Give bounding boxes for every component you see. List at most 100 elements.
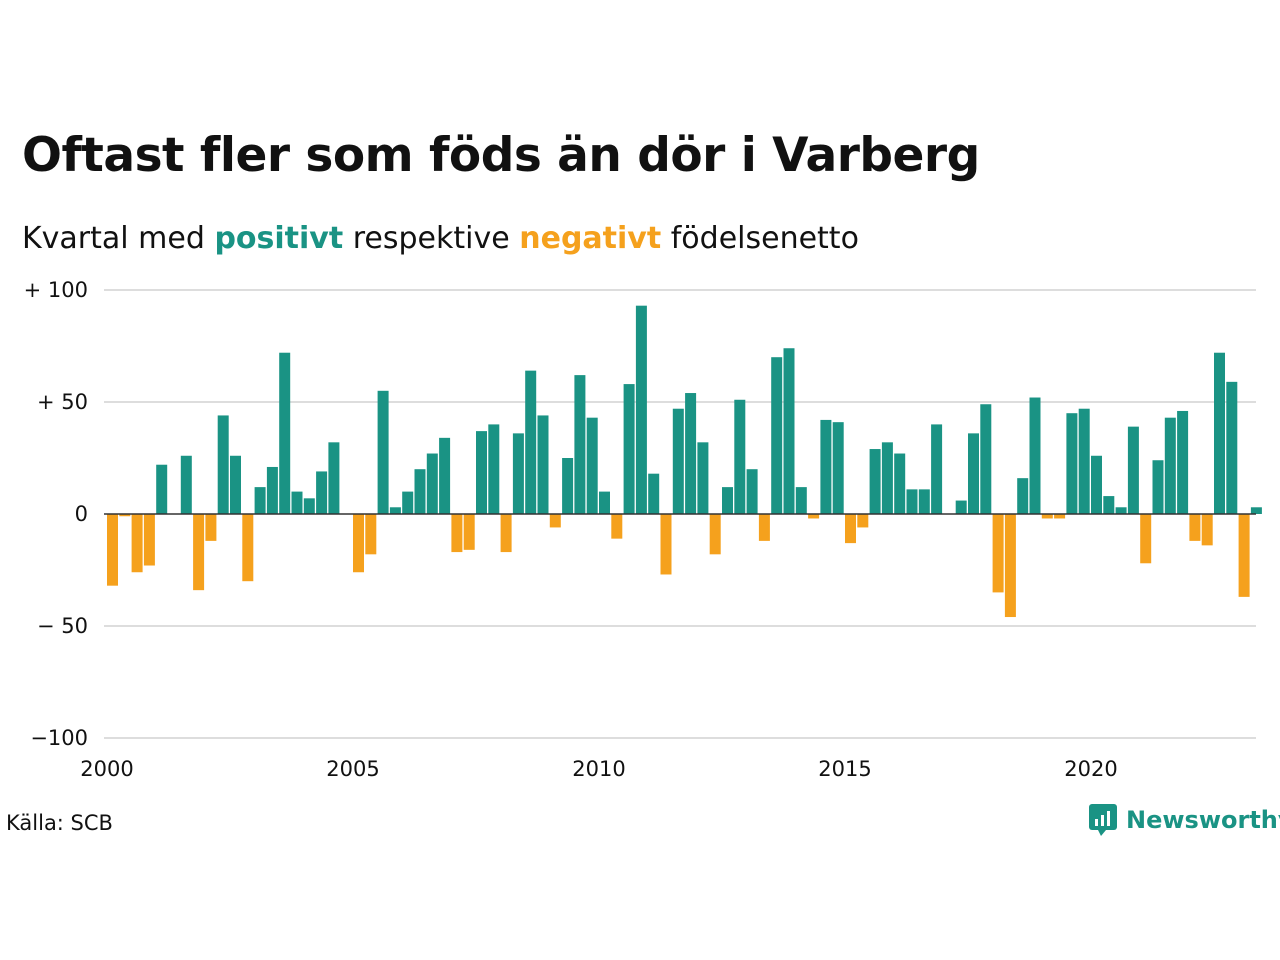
bar <box>377 390 389 514</box>
bar <box>1164 417 1176 514</box>
y-tick-label: − 50 <box>37 614 88 638</box>
bar <box>1189 514 1201 541</box>
bar <box>1066 413 1078 514</box>
bar <box>1078 408 1090 514</box>
bar <box>1017 478 1029 514</box>
bar <box>758 514 770 541</box>
bar <box>783 348 795 514</box>
x-tick-label: 2000 <box>80 757 133 781</box>
chart-title: Oftast fler som föds än dör i Varberg <box>22 128 980 183</box>
bar <box>574 375 586 514</box>
bar <box>1214 352 1225 514</box>
newsworthy-logo-icon <box>1089 804 1117 836</box>
subtitle-prefix: Kvartal med <box>22 221 205 256</box>
bar <box>808 514 820 519</box>
bar <box>316 471 328 514</box>
y-tick-label: + 100 <box>24 278 88 302</box>
x-tick-label: 2010 <box>572 757 625 781</box>
y-axis-tick-labels: + 100 + 50 0 − 50 −100 <box>24 278 88 750</box>
bar <box>156 464 168 514</box>
bar <box>1177 410 1189 514</box>
bar <box>365 514 377 555</box>
bar <box>193 514 205 591</box>
gridlines <box>104 289 1256 739</box>
bar <box>143 514 155 566</box>
bar <box>1238 514 1250 597</box>
x-tick-label: 2020 <box>1064 757 1117 781</box>
bar <box>107 514 118 586</box>
bar <box>1152 460 1164 514</box>
bar <box>476 431 487 514</box>
y-tick-label: −100 <box>30 726 88 750</box>
bar <box>549 514 561 528</box>
y-tick-label: + 50 <box>37 390 88 414</box>
bar <box>242 514 254 582</box>
bar <box>1103 496 1115 514</box>
bar <box>402 491 414 514</box>
bar <box>599 491 610 514</box>
bar <box>685 393 697 514</box>
bar <box>303 498 315 514</box>
bar <box>635 305 647 514</box>
bar <box>279 352 291 514</box>
bar <box>931 424 943 514</box>
bar <box>1041 514 1053 519</box>
bar <box>1091 455 1102 514</box>
bar <box>722 487 733 514</box>
bar <box>857 514 869 528</box>
bar <box>709 514 721 555</box>
bar <box>980 404 992 514</box>
bar <box>414 469 426 514</box>
bar <box>291 491 303 514</box>
bar <box>1115 507 1127 514</box>
bar <box>451 514 463 553</box>
bar <box>795 487 807 514</box>
bar <box>512 433 524 514</box>
bar <box>353 514 364 573</box>
bar <box>131 514 143 573</box>
bar <box>1140 514 1152 564</box>
bar <box>500 514 512 553</box>
bar <box>562 458 574 514</box>
bar <box>254 487 266 514</box>
bar <box>771 357 783 514</box>
bar <box>869 449 881 514</box>
subtitle-positive-word: positivt <box>214 221 344 256</box>
bar <box>1004 514 1016 618</box>
bar <box>266 466 278 514</box>
bar <box>672 408 684 514</box>
bar <box>389 507 401 514</box>
bar <box>734 399 746 514</box>
x-tick-label: 2005 <box>326 757 379 781</box>
bar <box>845 514 856 544</box>
bar <box>968 433 979 514</box>
y-tick-label: 0 <box>75 502 88 526</box>
bar <box>488 424 500 514</box>
bar <box>697 442 709 514</box>
brand: Newsworthy <box>1088 803 1280 837</box>
bar <box>1201 514 1213 546</box>
bar <box>918 489 930 514</box>
bar <box>992 514 1004 593</box>
bar <box>205 514 217 541</box>
bar <box>1054 514 1066 519</box>
bar <box>1250 507 1262 514</box>
bar <box>660 514 672 575</box>
subtitle-negative-word: negativt <box>519 221 662 256</box>
x-tick-label: 2015 <box>818 757 871 781</box>
bar <box>180 455 192 514</box>
brand-name: Newsworthy <box>1126 806 1280 834</box>
subtitle-middle: respektive <box>352 221 510 256</box>
bar <box>217 415 229 514</box>
bar <box>894 453 906 514</box>
bar <box>746 469 758 514</box>
bar <box>1127 426 1139 514</box>
bars <box>107 305 1262 618</box>
bar <box>230 455 241 514</box>
bar <box>611 514 623 539</box>
subtitle-suffix: födelsenetto <box>670 221 859 256</box>
bar <box>1226 381 1238 514</box>
bar <box>537 415 549 514</box>
bar <box>648 473 660 514</box>
bar <box>1029 397 1041 514</box>
